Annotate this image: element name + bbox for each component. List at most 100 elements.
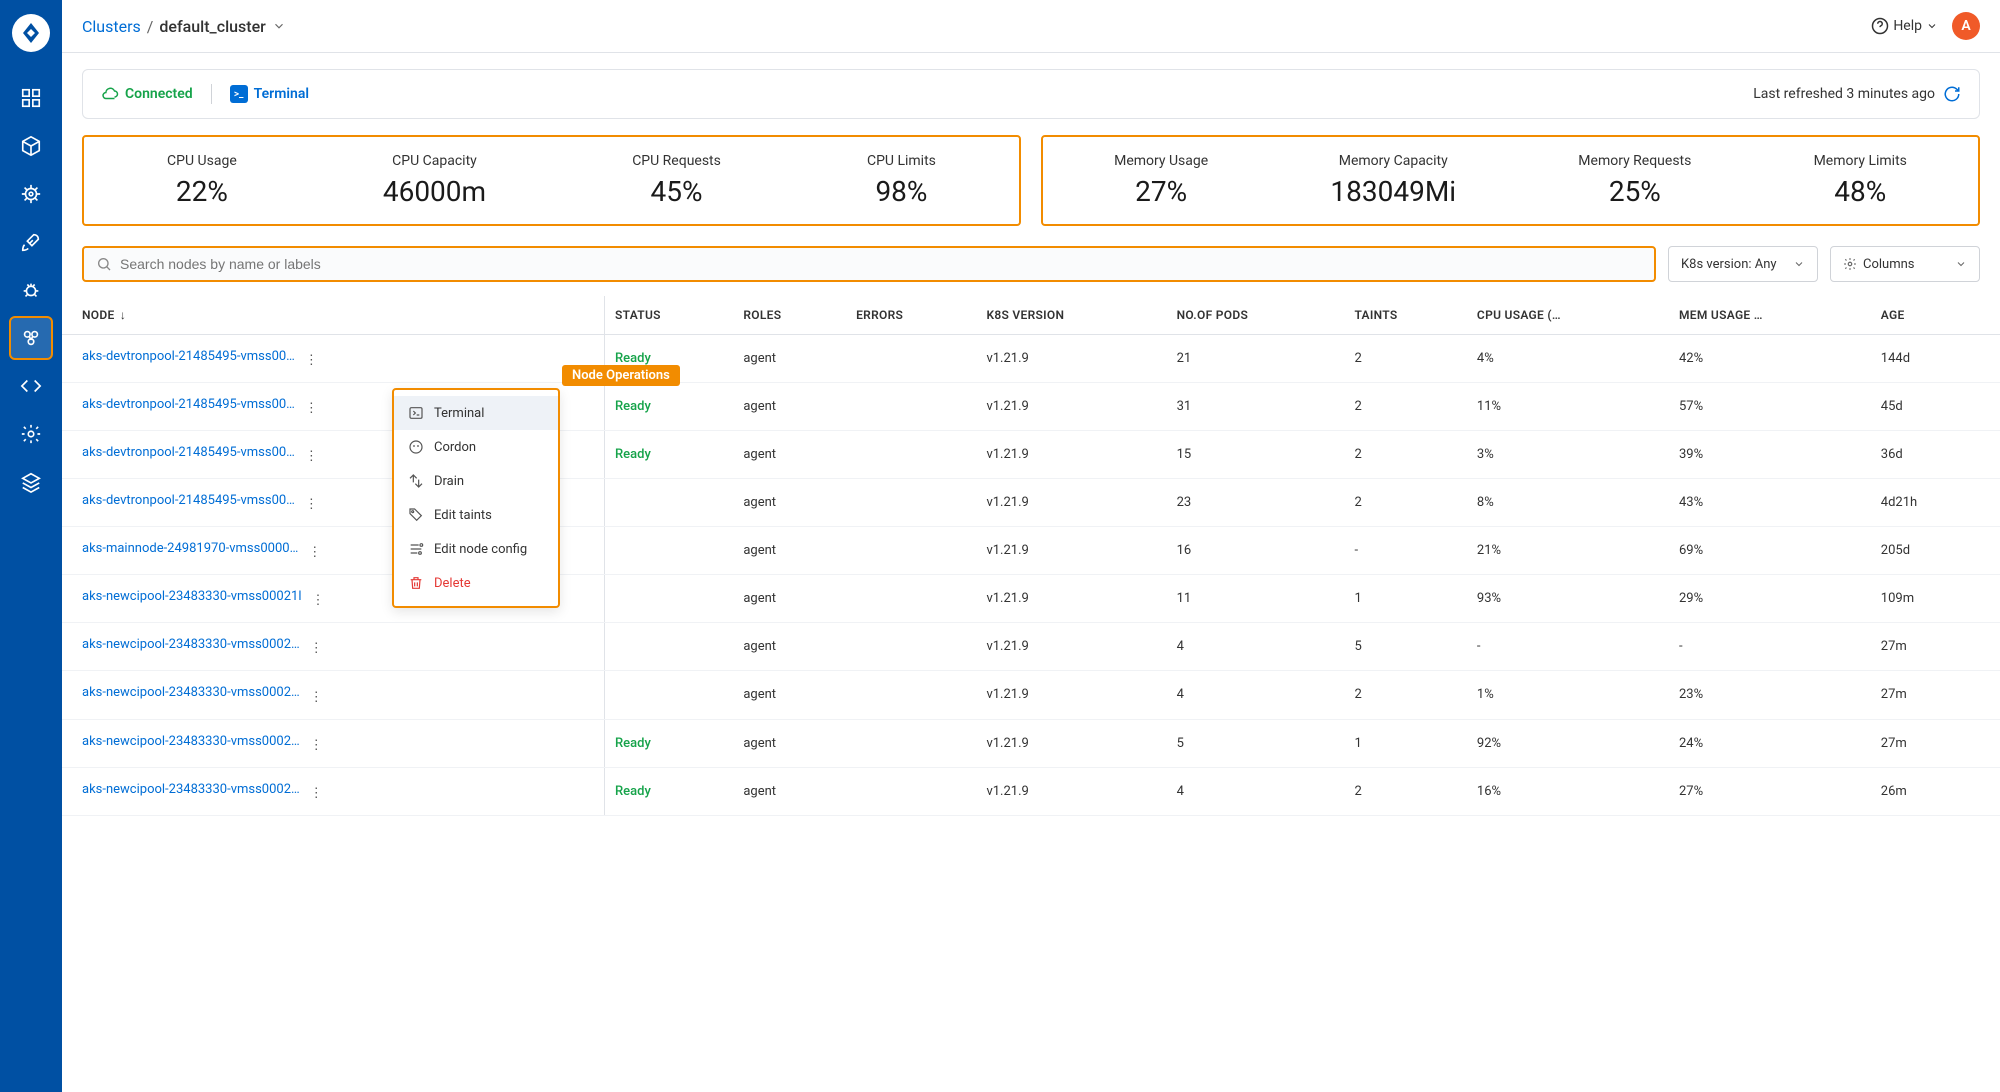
column-header[interactable]: NO.OF PODS <box>1167 296 1345 335</box>
pods-cell: 23 <box>1167 479 1345 527</box>
column-header[interactable]: NODE ↓ <box>62 296 605 335</box>
row-menu-button[interactable]: ⋮ <box>299 353 324 368</box>
age-cell: 26m <box>1871 767 2000 815</box>
row-menu-button[interactable]: ⋮ <box>302 545 327 560</box>
memory-metrics: Memory Usage27%Memory Capacity183049MiMe… <box>1041 135 1980 226</box>
layers-icon <box>20 471 42 493</box>
pods-cell: 4 <box>1167 767 1345 815</box>
pods-cell: 4 <box>1167 671 1345 719</box>
column-header[interactable]: MEM USAGE … <box>1669 296 1871 335</box>
k8s-version-dropdown[interactable]: K8s version: Any <box>1668 246 1818 282</box>
config-icon <box>408 541 424 557</box>
column-header[interactable]: STATUS <box>605 296 734 335</box>
metric: CPU Limits98% <box>867 153 936 208</box>
search-input[interactable] <box>120 256 1642 272</box>
pods-cell: 4 <box>1167 623 1345 671</box>
nav-dashboard[interactable] <box>9 76 53 120</box>
k8s-cell: v1.21.9 <box>976 383 1166 431</box>
metric: CPU Requests45% <box>632 153 721 208</box>
metric-label: Memory Capacity <box>1330 153 1456 169</box>
columns-dropdown[interactable]: Columns <box>1830 246 1980 282</box>
row-menu-button[interactable]: ⋮ <box>304 641 329 656</box>
metric-value: 46000m <box>383 175 486 208</box>
helm-icon <box>20 183 42 205</box>
help-button[interactable]: Help <box>1871 17 1938 35</box>
nav-code[interactable] <box>9 364 53 408</box>
k8s-cell: v1.21.9 <box>976 623 1166 671</box>
metric-label: Memory Limits <box>1814 153 1907 169</box>
column-header[interactable]: AGE <box>1871 296 2000 335</box>
status-left: Connected >_ Terminal <box>101 84 309 104</box>
row-menu-button[interactable]: ⋮ <box>304 738 329 753</box>
breadcrumb-current[interactable]: default_cluster <box>159 17 265 36</box>
row-menu-button[interactable]: ⋮ <box>299 449 324 464</box>
help-icon <box>1871 17 1889 35</box>
nav-settings[interactable] <box>9 412 53 456</box>
table-row: aks-newcipool-23483330-vmss0002…⋮ Ready … <box>62 767 2000 815</box>
node-name-link[interactable]: aks-newcipool-23483330-vmss00021l <box>82 589 302 604</box>
column-header[interactable]: ERRORS <box>846 296 976 335</box>
node-name-link[interactable]: aks-devtronpool-21485495-vmss00… <box>82 493 295 508</box>
search-box[interactable] <box>82 246 1656 282</box>
table-row: aks-devtronpool-21485495-vmss00…⋮ Ready … <box>62 335 2000 383</box>
column-header[interactable]: ROLES <box>733 296 846 335</box>
context-menu: Node Operations TerminalCordonDrainEdit … <box>392 388 560 608</box>
k8s-cell: v1.21.9 <box>976 719 1166 767</box>
node-name-link[interactable]: aks-devtronpool-21485495-vmss00… <box>82 445 295 460</box>
menu-item-drain[interactable]: Drain <box>394 464 558 498</box>
terminal-button[interactable]: >_ Terminal <box>230 85 309 103</box>
nav-bugs[interactable] <box>9 268 53 312</box>
columns-label: Columns <box>1863 257 1915 272</box>
row-menu-button[interactable]: ⋮ <box>299 401 324 416</box>
logo[interactable] <box>12 14 50 52</box>
refresh-icon[interactable] <box>1943 85 1961 103</box>
main: Clusters / default_cluster Help A Connec… <box>62 0 2000 1092</box>
menu-item-label: Delete <box>434 576 471 591</box>
nav-clusters[interactable] <box>9 316 53 360</box>
nav-configs[interactable] <box>9 172 53 216</box>
row-menu-button[interactable]: ⋮ <box>306 593 331 608</box>
refresh-status: Last refreshed 3 minutes ago <box>1753 85 1961 103</box>
age-cell: 205d <box>1871 527 2000 575</box>
chevron-down-icon[interactable] <box>272 19 286 33</box>
column-header[interactable]: K8S VERSION <box>976 296 1166 335</box>
roles-cell: agent <box>733 719 846 767</box>
metric-label: CPU Limits <box>867 153 936 169</box>
pods-cell: 31 <box>1167 383 1345 431</box>
node-name-link[interactable]: aks-newcipool-23483330-vmss0002… <box>82 685 300 700</box>
nav-deploy[interactable] <box>9 220 53 264</box>
search-icon <box>96 256 112 272</box>
node-name-link[interactable]: aks-newcipool-23483330-vmss0002… <box>82 637 300 652</box>
taints-cell: 2 <box>1344 479 1466 527</box>
mem-cell: 43% <box>1669 479 1871 527</box>
k8s-cell: v1.21.9 <box>976 575 1166 623</box>
column-header[interactable]: TAINTS <box>1344 296 1466 335</box>
breadcrumb-parent[interactable]: Clusters <box>82 17 141 36</box>
mem-cell: 27% <box>1669 767 1871 815</box>
node-name-link[interactable]: aks-mainnode-24981970-vmss0000… <box>82 541 298 556</box>
menu-item-cordon[interactable]: Cordon <box>394 430 558 464</box>
nav-apps[interactable] <box>9 124 53 168</box>
nav-stack[interactable] <box>9 460 53 504</box>
node-name-link[interactable]: aks-devtronpool-21485495-vmss00… <box>82 397 295 412</box>
cluster-icon <box>20 327 42 349</box>
menu-item-edit-taints[interactable]: Edit taints <box>394 498 558 532</box>
node-name-link[interactable]: aks-newcipool-23483330-vmss0002… <box>82 734 300 749</box>
k8s-dropdown-label: K8s version: Any <box>1681 257 1777 272</box>
code-icon <box>20 375 42 397</box>
avatar[interactable]: A <box>1952 12 1980 40</box>
column-header[interactable]: CPU USAGE (… <box>1467 296 1669 335</box>
table-row: aks-newcipool-23483330-vmss0002…⋮ Ready … <box>62 719 2000 767</box>
node-name-link[interactable]: aks-devtronpool-21485495-vmss00… <box>82 349 295 364</box>
taints-icon <box>408 507 424 523</box>
menu-item-edit-node-config[interactable]: Edit node config <box>394 532 558 566</box>
cpu-cell: 16% <box>1467 767 1669 815</box>
age-cell: 109m <box>1871 575 2000 623</box>
node-name-link[interactable]: aks-newcipool-23483330-vmss0002… <box>82 782 300 797</box>
menu-item-terminal[interactable]: Terminal <box>394 396 558 430</box>
menu-item-label: Terminal <box>434 406 484 421</box>
menu-item-delete[interactable]: Delete <box>394 566 558 600</box>
row-menu-button[interactable]: ⋮ <box>304 786 329 801</box>
row-menu-button[interactable]: ⋮ <box>304 690 329 705</box>
row-menu-button[interactable]: ⋮ <box>299 497 324 512</box>
